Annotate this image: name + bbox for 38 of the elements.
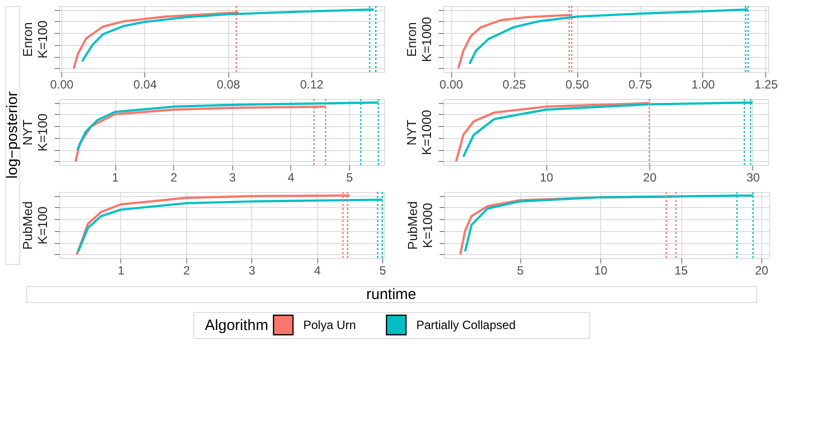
x-tick-label: 20 [754,264,769,278]
legend-label: Partially Collapsed [416,318,516,332]
x-tick-label: 1 [118,264,125,278]
x-tick-label: 0.75 [628,78,652,92]
x-tick-label: 20 [643,170,657,184]
x-tick-label: 4 [314,264,321,278]
x-tick-label: 0.25 [502,78,526,92]
y-axis-title: PubMed K=1000 [405,201,436,250]
x-tick-label: 2 [183,264,190,278]
x-tick-label: 0.08 [216,78,240,92]
y-axis-title: PubMed K=100 [20,201,50,250]
x-tick-label: 0.04 [133,78,158,92]
text: runtime [366,286,416,303]
x-tick-label: 2 [170,170,178,184]
x-tick-label: 0.00 [50,78,74,92]
x-tick-label: 15 [674,264,688,278]
x-tick-label: 3 [248,264,256,278]
legend-title: Algorithm [204,317,268,334]
x-tick-label: 5 [516,264,524,278]
x-tick-label: 0.12 [300,78,324,92]
x-tick-label: 5 [379,264,386,278]
x-tick-label: 1.25 [754,78,778,92]
x-tick-label: 1 [112,170,119,184]
y-axis-title: NYT K=100 [20,114,50,152]
text: log−posterior [4,91,22,179]
y-axis-title: NYT K=1000 [404,110,434,156]
y-axis-title: Enron K=100 [20,20,50,58]
y-axis-title: Enron K=1000 [404,16,434,62]
x-tick-label: 1.00 [691,78,716,92]
legend-label: Polya Urn [303,318,356,332]
x-tick-label: 5 [346,170,354,184]
x-tick-label: 0.50 [566,78,590,92]
x-tick-label: 4 [288,170,295,184]
x-tick-label: 10 [540,170,554,184]
x-tick-label: 10 [594,264,608,278]
x-tick-label: 0.00 [440,78,464,92]
x-tick-label: 30 [746,170,760,184]
x-tick-label: 3 [229,170,236,184]
